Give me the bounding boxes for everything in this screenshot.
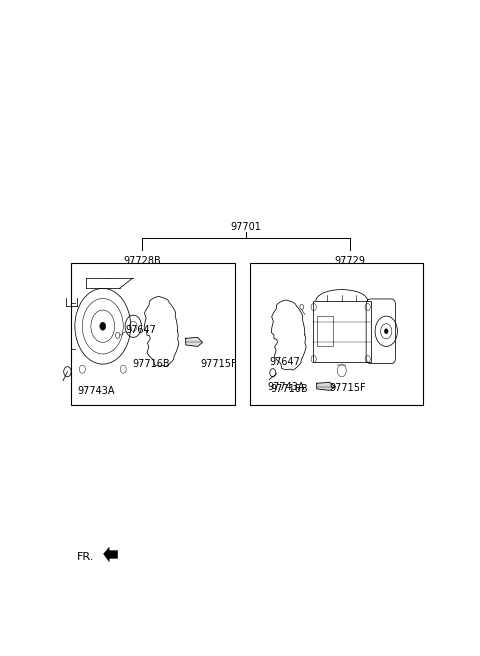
Text: 97743A: 97743A bbox=[267, 382, 305, 392]
Text: 97716B: 97716B bbox=[271, 384, 308, 394]
Text: 97715F: 97715F bbox=[201, 359, 237, 369]
Circle shape bbox=[384, 329, 388, 334]
Text: 97716B: 97716B bbox=[132, 359, 170, 369]
Text: 97647: 97647 bbox=[125, 325, 156, 335]
Text: 97743A: 97743A bbox=[78, 386, 115, 396]
Polygon shape bbox=[186, 337, 203, 346]
Text: 97701: 97701 bbox=[230, 222, 262, 232]
Bar bbox=[313, 301, 371, 361]
Circle shape bbox=[100, 322, 106, 330]
Text: 97647: 97647 bbox=[269, 357, 300, 367]
Bar bbox=[250, 263, 423, 405]
Text: 97715F: 97715F bbox=[330, 383, 366, 393]
Polygon shape bbox=[317, 382, 335, 390]
Text: FR.: FR. bbox=[77, 552, 94, 562]
Bar bbox=[71, 263, 235, 405]
Text: 97728B: 97728B bbox=[123, 255, 161, 266]
Text: 97729: 97729 bbox=[335, 255, 366, 266]
Polygon shape bbox=[104, 547, 118, 562]
Bar bbox=[317, 316, 334, 346]
